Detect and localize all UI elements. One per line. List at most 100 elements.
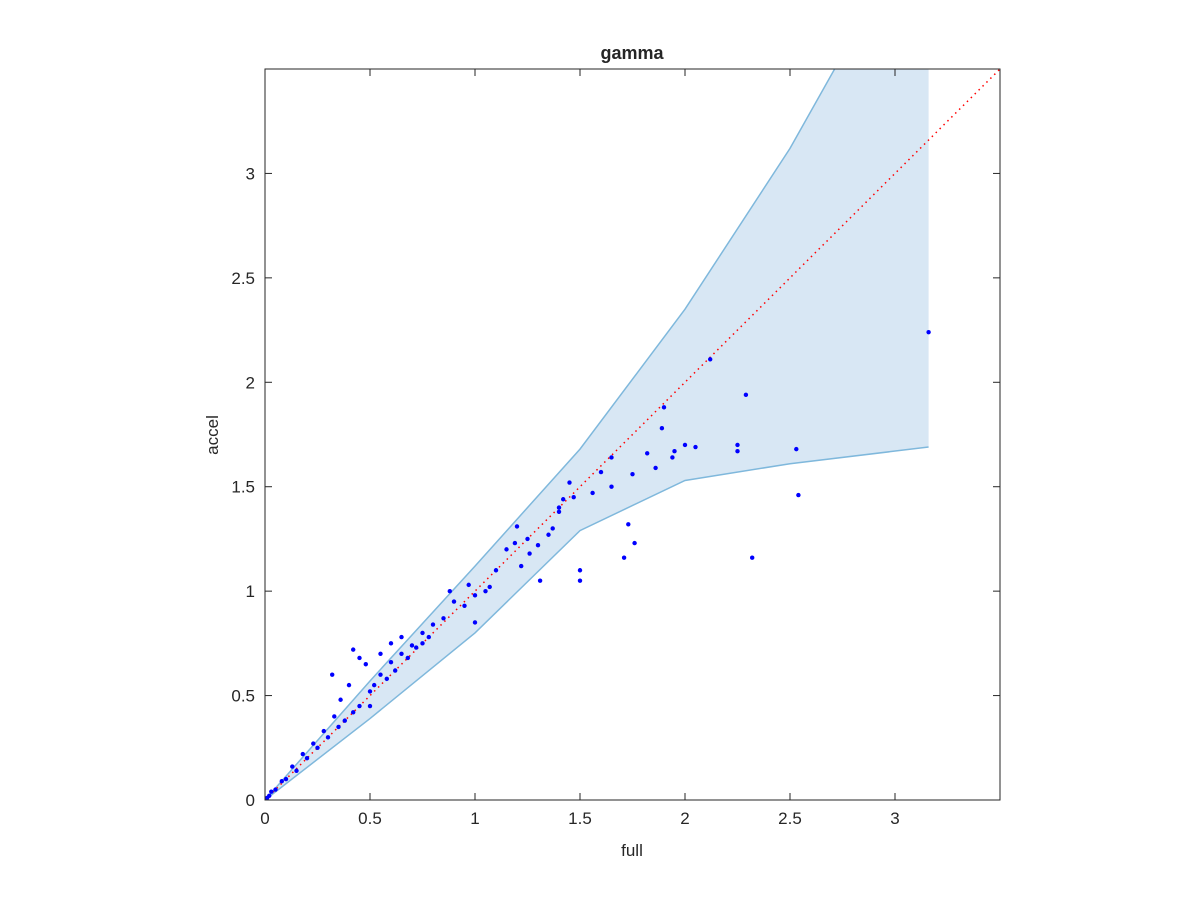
- point: [609, 455, 614, 460]
- point: [632, 540, 637, 546]
- point: [626, 522, 631, 527]
- x-axis-label: full: [621, 841, 643, 860]
- point: [399, 634, 404, 640]
- point: [653, 465, 658, 471]
- point: [630, 471, 635, 477]
- x-tick-label: 3: [890, 809, 899, 828]
- y-tick-label: 1.5: [231, 478, 255, 497]
- point: [447, 588, 452, 594]
- point: [661, 405, 667, 410]
- point: [514, 524, 520, 529]
- point: [735, 449, 740, 454]
- point: [512, 540, 518, 546]
- band-edge: [265, 69, 836, 800]
- point: [378, 672, 383, 677]
- point: [743, 392, 749, 398]
- point: [367, 703, 373, 709]
- point: [567, 480, 572, 485]
- point: [290, 764, 295, 769]
- y-tick-label: 0: [246, 791, 255, 810]
- point: [300, 751, 305, 757]
- point: [670, 455, 675, 460]
- point: [735, 442, 740, 448]
- point: [409, 643, 415, 648]
- point: [483, 588, 488, 594]
- point: [351, 647, 356, 652]
- point: [796, 492, 801, 498]
- y-tick-label: 1: [246, 582, 255, 601]
- point: [693, 444, 698, 450]
- point: [372, 682, 377, 688]
- point: [556, 505, 562, 510]
- point: [384, 676, 389, 682]
- point: [794, 446, 799, 452]
- point: [357, 655, 362, 661]
- point: [414, 645, 419, 650]
- point: [571, 494, 576, 500]
- plot-area: [265, 69, 1000, 800]
- point: [472, 593, 478, 598]
- point: [926, 329, 931, 335]
- x-tick-label: 1: [470, 809, 479, 828]
- point: [357, 703, 362, 709]
- band-fill: [265, 69, 929, 800]
- point: [550, 526, 555, 531]
- point: [311, 741, 316, 746]
- x-tick-label: 2.5: [778, 809, 802, 828]
- point: [645, 451, 650, 456]
- point: [556, 509, 562, 514]
- point: [426, 634, 431, 640]
- point: [294, 768, 299, 773]
- point: [590, 490, 595, 496]
- point: [269, 789, 274, 794]
- point: [672, 449, 677, 454]
- point: [363, 662, 368, 667]
- point: [265, 797, 268, 800]
- point: [525, 536, 530, 542]
- point: [659, 426, 665, 431]
- point: [487, 584, 492, 590]
- point: [342, 718, 347, 723]
- point: [420, 641, 425, 646]
- point: [466, 582, 471, 588]
- reference-line: [265, 69, 1000, 800]
- x-tick-label: 0.5: [358, 809, 382, 828]
- point: [546, 532, 551, 537]
- point: [537, 578, 543, 583]
- point: [399, 651, 404, 656]
- point: [462, 603, 467, 608]
- point: [332, 714, 337, 719]
- point: [504, 547, 509, 552]
- point: [388, 659, 394, 665]
- point: [304, 756, 310, 761]
- axes-box: [264, 68, 1001, 801]
- point: [367, 689, 373, 694]
- point: [315, 745, 320, 750]
- point: [535, 542, 541, 548]
- y-tick-label: 2.5: [231, 269, 255, 288]
- point: [493, 568, 499, 573]
- x-tick-label: 2: [680, 809, 689, 828]
- point: [325, 735, 331, 740]
- point: [346, 682, 352, 688]
- y-tick-label: 0.5: [231, 687, 255, 706]
- y-axis-label: accel: [203, 415, 222, 455]
- point: [393, 668, 398, 673]
- point: [405, 655, 410, 661]
- point: [577, 568, 583, 573]
- point: [351, 710, 356, 715]
- point: [420, 630, 425, 636]
- point: [283, 776, 289, 782]
- y-tick-label: 3: [246, 164, 255, 183]
- point: [598, 469, 604, 475]
- point: [609, 484, 614, 489]
- x-tick-label: 0: [260, 809, 269, 828]
- point: [388, 641, 394, 646]
- x-tick-label: 1.5: [568, 809, 592, 828]
- point: [577, 578, 583, 583]
- point: [708, 357, 713, 362]
- point: [527, 551, 532, 556]
- point: [378, 651, 383, 656]
- y-tick-label: 2: [246, 373, 255, 392]
